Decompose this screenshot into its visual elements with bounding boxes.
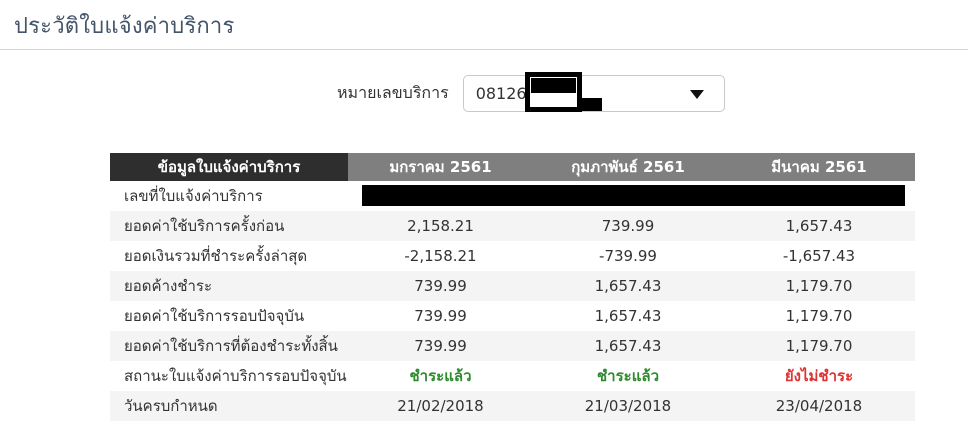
table-header-row: ข้อมูลใบแจ้งค่าบริการ มกราคม 2561 กุมภาพ…	[110, 153, 915, 181]
redaction-mark	[577, 98, 602, 111]
row-label: ยอดค่าใช้บริการรอบปัจจุบัน	[124, 307, 305, 325]
cell-value: 1,657.43	[785, 217, 853, 235]
row-label: ยอดค้างชำระ	[124, 277, 213, 295]
status-badge: ชำระแล้ว	[597, 367, 659, 385]
row-label: ยอดค่าใช้บริการที่ต้องชำระทั้งสิ้น	[124, 337, 338, 355]
column-header-mar: มีนาคม 2561	[723, 153, 915, 181]
table-row: ยอดค่าใช้บริการรอบปัจจุบัน 739.99 1,657.…	[110, 301, 915, 331]
service-number-label: หมายเลขบริการ	[337, 83, 449, 102]
cell-value: 1,657.43	[594, 277, 662, 295]
cell-value: 1,179.70	[785, 277, 853, 295]
cell-value: -739.99	[599, 247, 657, 265]
row-label: สถานะใบแจ้งค่าบริการรอบปัจจุบัน	[124, 367, 347, 385]
cell-value: 21/03/2018	[584, 397, 672, 415]
billing-history-table: ข้อมูลใบแจ้งค่าบริการ มกราคม 2561 กุมภาพ…	[110, 153, 915, 421]
service-number-filter: หมายเลขบริการ 0812662	[337, 72, 968, 112]
table-row: ยอดค่าใช้บริการที่ต้องชำระทั้งสิ้น 739.9…	[110, 331, 915, 361]
table-row: วันครบกำหนด 21/02/2018 21/03/2018 23/04/…	[110, 391, 915, 421]
cell-value: 2,158.21	[407, 217, 474, 235]
row-label: วันครบกำหนด	[124, 397, 218, 415]
row-label: เลขที่ใบแจ้งค่าบริการ	[124, 187, 263, 205]
cell-value: 21/02/2018	[397, 397, 484, 415]
column-header-feb: กุมภาพันธ์ 2561	[533, 153, 723, 181]
row-label: ยอดค่าใช้บริการครั้งก่อน	[124, 217, 285, 235]
table-row: ยอดเงินรวมที่ชำระครั้งล่าสุด -2,158.21 -…	[110, 241, 915, 271]
service-number-dropdown[interactable]: 0812662	[462, 72, 725, 112]
cell-value: 1,657.43	[594, 337, 662, 355]
cell-value: -2,158.21	[404, 247, 477, 265]
table-row: ยอดค้างชำระ 739.99 1,657.43 1,179.70	[110, 271, 915, 301]
cell-value: 739.99	[601, 217, 655, 235]
cell-value: 1,179.70	[785, 307, 853, 325]
column-header-info: ข้อมูลใบแจ้งค่าบริการ	[110, 153, 348, 181]
redaction-mark	[524, 72, 582, 112]
page-title: ประวัติใบแจ้งค่าบริการ	[14, 14, 235, 39]
table-row: ยอดค่าใช้บริการครั้งก่อน 2,158.21 739.99…	[110, 211, 915, 241]
redaction-bar	[362, 185, 905, 206]
cell-value: 739.99	[414, 337, 467, 355]
cell-value: 739.99	[414, 277, 467, 295]
cell-value: 23/04/2018	[775, 397, 863, 415]
cell-value: 1,179.70	[785, 337, 853, 355]
cell-value: -1,657.43	[782, 247, 856, 265]
status-badge: ยังไม่ชำระ	[784, 367, 854, 385]
cell-value: 1,657.43	[594, 307, 662, 325]
table-row-status: สถานะใบแจ้งค่าบริการรอบปัจจุบัน ชำระแล้ว…	[110, 361, 915, 391]
row-label: ยอดเงินรวมที่ชำระครั้งล่าสุด	[124, 247, 308, 265]
page-header: ประวัติใบแจ้งค่าบริการ	[0, 0, 968, 50]
column-header-jan: มกราคม 2561	[348, 153, 533, 181]
cell-value: 739.99	[414, 307, 467, 325]
status-badge: ชำระแล้ว	[409, 367, 472, 385]
caret-down-icon	[689, 90, 704, 99]
table-row: เลขที่ใบแจ้งค่าบริการ	[110, 181, 915, 211]
